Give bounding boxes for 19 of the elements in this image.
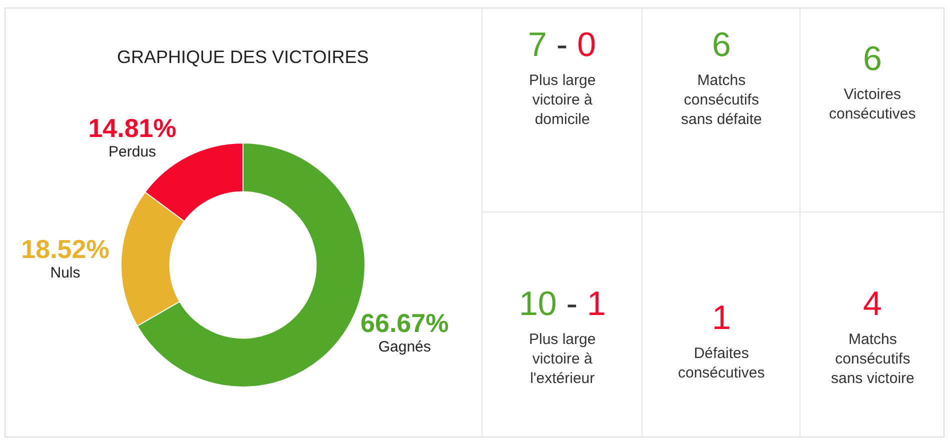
text: 7 - 0 [528, 26, 596, 64]
slice-label: Nuls [50, 264, 80, 282]
slice-label: Perdus [108, 144, 156, 161]
text: 4 [863, 285, 882, 323]
text: 6 [712, 26, 731, 64]
text: Matchs consécutifs sans victoire [831, 331, 914, 387]
slice-label: Gagnés [378, 338, 431, 356]
text: Matchs consécutifs sans défaite [681, 72, 762, 128]
text: Victoires consécutives [829, 86, 916, 122]
text: 6 [863, 40, 882, 78]
text: Défaites consécutives [678, 345, 765, 382]
data-label: 18.52% [21, 234, 110, 264]
text: 1 [712, 299, 731, 337]
text: Plus large victoire à l'extérieur [529, 331, 596, 387]
data-label: 14.81% [88, 113, 176, 144]
text: 10 - 1 [519, 285, 606, 323]
text: Plus large victoire à domicile [529, 72, 596, 128]
chart-title: GRAPHIQUE DES VICTOIRES [117, 47, 369, 67]
data-label: 66.67% [360, 308, 449, 338]
